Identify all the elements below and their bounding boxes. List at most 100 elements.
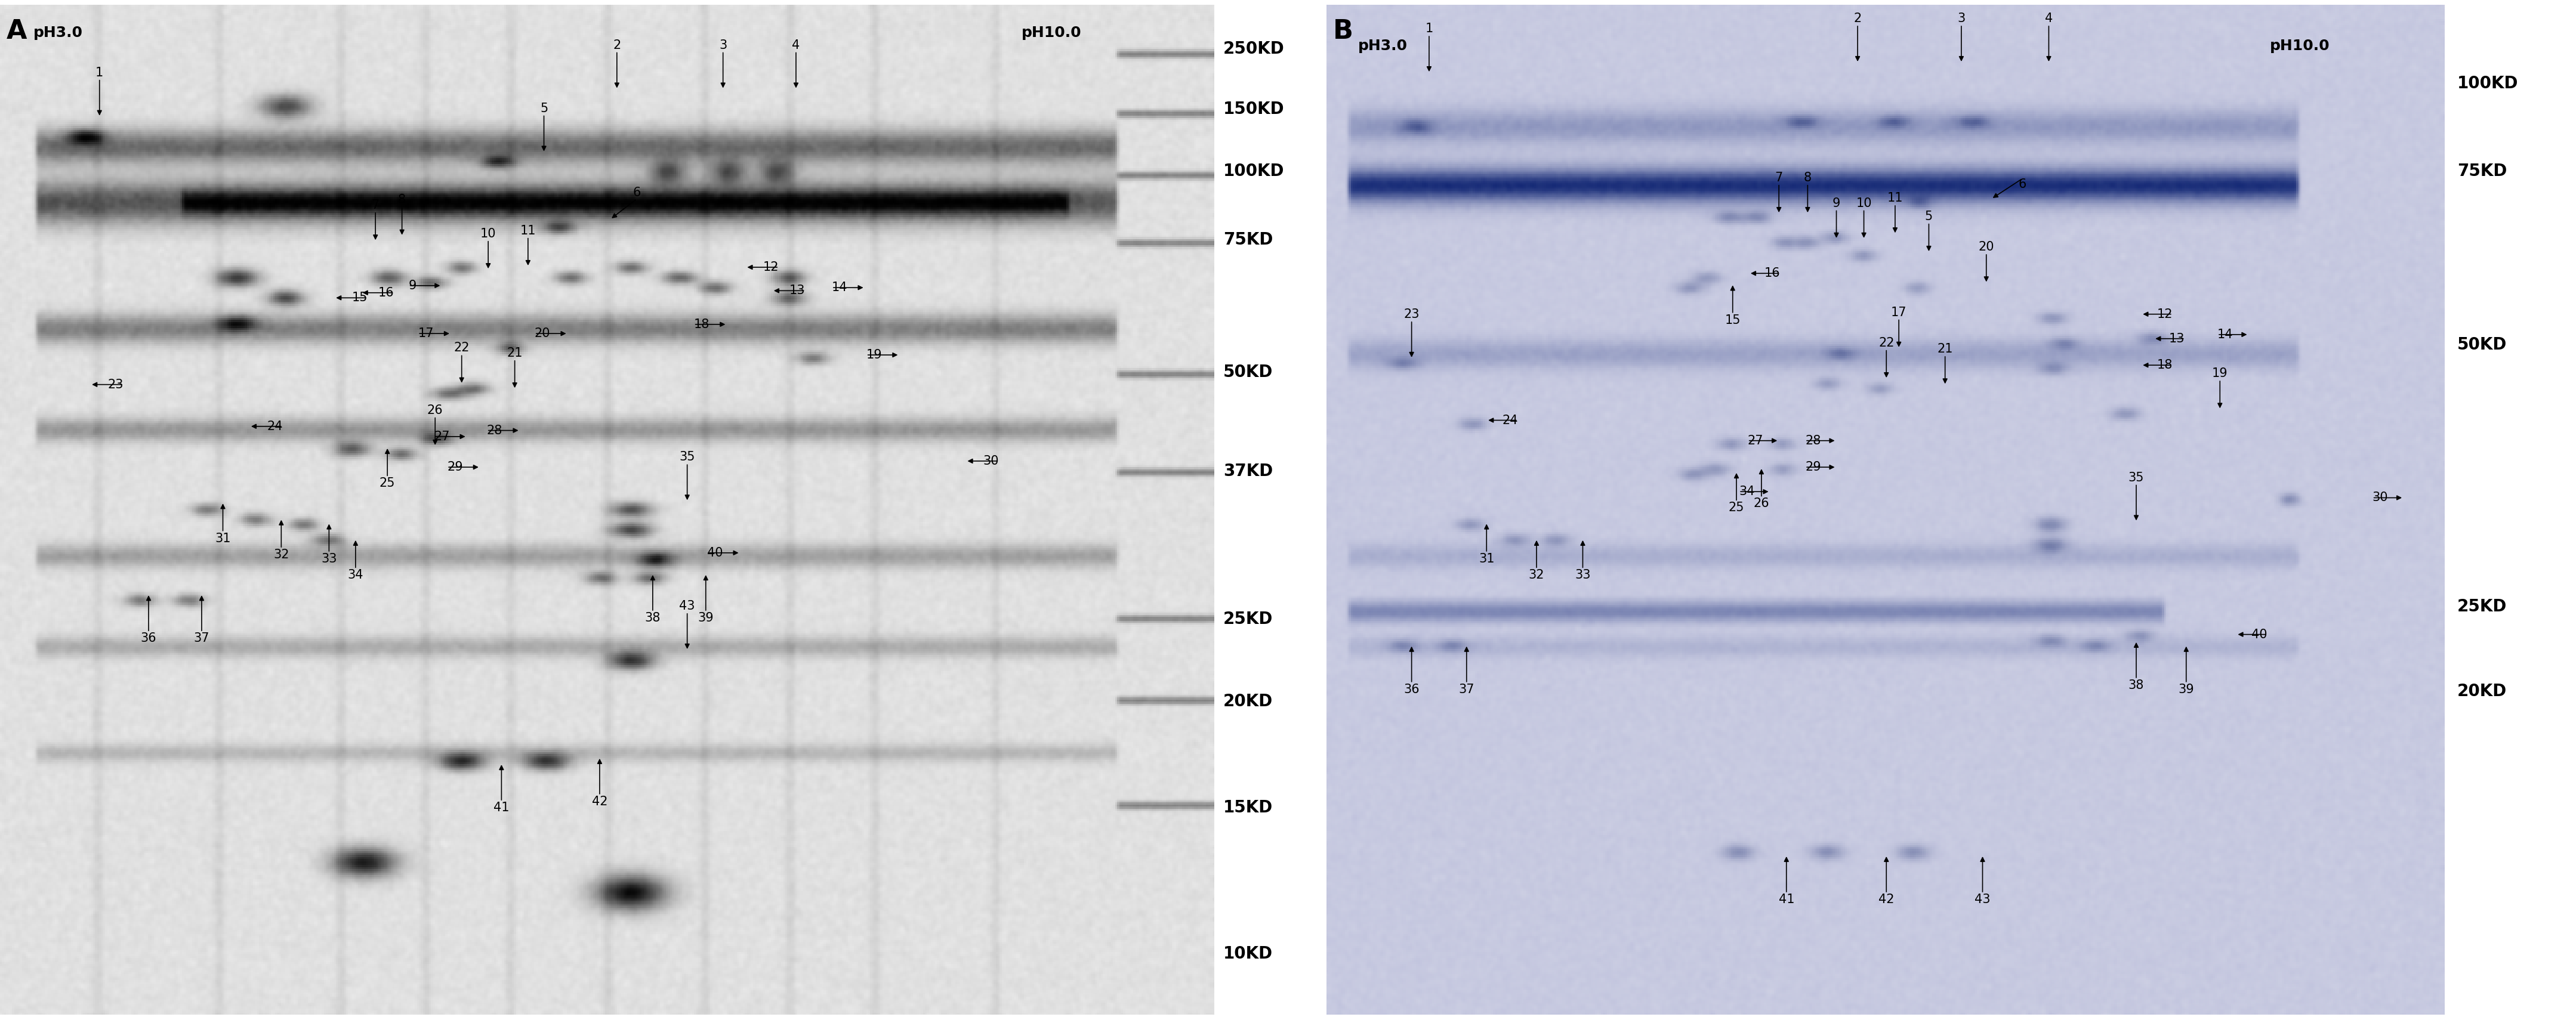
Text: 25KD: 25KD	[1224, 611, 1273, 627]
Text: 37: 37	[193, 632, 209, 645]
Text: 250KD: 250KD	[1224, 41, 1285, 57]
Text: 30: 30	[984, 455, 999, 467]
Text: 3: 3	[1958, 12, 1965, 24]
Text: 15: 15	[1726, 314, 1741, 326]
Text: 15: 15	[353, 292, 368, 304]
Text: 10: 10	[479, 227, 497, 240]
Text: 22: 22	[453, 342, 469, 354]
Text: 38: 38	[644, 612, 659, 624]
Text: A: A	[8, 18, 28, 44]
Text: 31: 31	[214, 532, 232, 545]
Text: 26: 26	[1754, 498, 1770, 510]
Text: 18: 18	[693, 318, 708, 330]
Text: 36: 36	[142, 632, 157, 645]
Text: 20KD: 20KD	[2458, 683, 2506, 700]
Text: 28: 28	[487, 424, 502, 437]
Text: 41: 41	[1777, 894, 1795, 906]
Text: 7: 7	[371, 199, 379, 211]
Text: 30: 30	[2372, 492, 2388, 504]
Text: 3: 3	[719, 39, 726, 51]
Text: 8: 8	[399, 194, 407, 206]
Text: 5: 5	[1924, 210, 1932, 222]
Text: 31: 31	[1479, 553, 1494, 565]
Text: 11: 11	[520, 224, 536, 237]
Text: 28: 28	[1806, 435, 1821, 447]
Text: 14: 14	[2218, 328, 2233, 341]
Text: pH10.0: pH10.0	[1023, 26, 1082, 40]
Text: 1: 1	[95, 66, 103, 79]
Text: 75KD: 75KD	[2458, 163, 2506, 180]
Text: 36: 36	[1404, 683, 1419, 696]
Text: 23: 23	[1404, 308, 1419, 320]
Text: 100KD: 100KD	[2458, 75, 2519, 92]
Text: 50KD: 50KD	[2458, 337, 2506, 353]
Text: pH10.0: pH10.0	[2269, 39, 2329, 53]
Text: 42: 42	[1878, 894, 1893, 906]
Text: 34: 34	[1739, 486, 1754, 498]
Text: 4: 4	[2045, 12, 2053, 24]
Text: 2: 2	[613, 39, 621, 51]
Text: 20: 20	[1978, 241, 1994, 253]
Text: 29: 29	[1806, 461, 1821, 473]
Text: 10: 10	[1855, 197, 1873, 209]
Text: 6: 6	[2020, 178, 2027, 191]
Text: 21: 21	[1937, 343, 1953, 355]
Text: 35: 35	[2128, 471, 2143, 483]
Text: 19: 19	[2213, 367, 2228, 379]
Text: 20: 20	[536, 327, 551, 340]
Text: 10KD: 10KD	[1224, 946, 1273, 962]
Text: 16: 16	[1765, 267, 1780, 279]
Text: 37KD: 37KD	[1224, 463, 1273, 479]
Text: 39: 39	[698, 612, 714, 624]
Text: 32: 32	[273, 549, 289, 561]
Text: 38: 38	[2128, 679, 2143, 692]
Text: 2: 2	[1855, 12, 1862, 24]
Text: 9: 9	[1832, 197, 1839, 209]
Text: 40: 40	[2251, 628, 2267, 641]
Text: 26: 26	[428, 404, 443, 416]
Text: pH3.0: pH3.0	[1358, 39, 1406, 53]
Text: 13: 13	[788, 285, 806, 297]
Text: 42: 42	[592, 796, 608, 808]
Text: 19: 19	[866, 349, 881, 361]
Text: B: B	[1332, 18, 1352, 44]
Text: 27: 27	[433, 430, 451, 443]
Text: 39: 39	[2179, 683, 2195, 696]
Text: 7: 7	[1775, 171, 1783, 184]
Text: 33: 33	[1574, 569, 1589, 581]
Text: 16: 16	[379, 287, 394, 299]
Text: 17: 17	[1891, 306, 1906, 318]
Text: 34: 34	[348, 569, 363, 581]
Text: 40: 40	[706, 547, 724, 559]
Text: 50KD: 50KD	[1224, 364, 1273, 380]
Text: 43: 43	[1976, 894, 1991, 906]
Text: 25: 25	[379, 477, 394, 490]
Text: 13: 13	[2169, 333, 2184, 345]
Text: 4: 4	[791, 39, 801, 51]
Text: 9: 9	[410, 279, 417, 292]
Text: 25KD: 25KD	[2458, 599, 2506, 615]
Text: 35: 35	[680, 451, 696, 463]
Text: 6: 6	[634, 187, 641, 199]
Text: 29: 29	[448, 461, 464, 473]
Text: 33: 33	[322, 553, 337, 565]
Text: 100KD: 100KD	[1224, 163, 1285, 180]
Text: 27: 27	[1747, 435, 1765, 447]
Text: 18: 18	[2156, 359, 2172, 371]
Text: 150KD: 150KD	[1224, 101, 1285, 117]
Text: 17: 17	[417, 327, 433, 340]
Text: 11: 11	[1888, 192, 1904, 204]
Text: 22: 22	[1878, 337, 1893, 349]
Text: 24: 24	[268, 420, 283, 432]
Text: 1: 1	[1425, 22, 1432, 35]
Text: 37: 37	[1458, 683, 1473, 696]
Text: 24: 24	[1502, 414, 1517, 426]
Text: pH3.0: pH3.0	[33, 26, 82, 40]
Text: 20KD: 20KD	[1224, 694, 1273, 710]
Text: 43: 43	[680, 600, 696, 612]
Text: 12: 12	[2156, 308, 2172, 320]
Text: 5: 5	[541, 102, 549, 114]
Text: 14: 14	[832, 282, 848, 294]
Text: 25: 25	[1728, 502, 1744, 514]
Text: 12: 12	[762, 261, 778, 273]
